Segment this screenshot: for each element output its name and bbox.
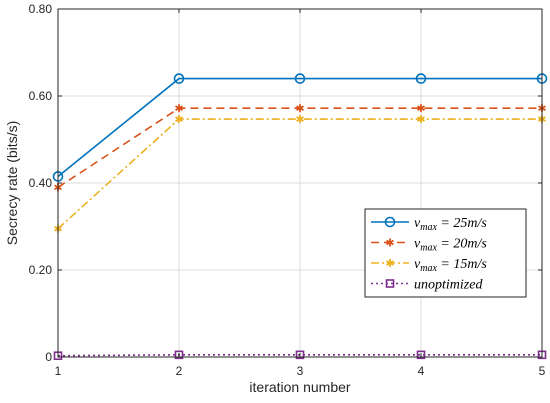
legend: vmax = 25m/s vmax = 20m/s vmax = 15m/s unop…: [364, 208, 527, 298]
data-point: [417, 115, 425, 124]
x-tick-label: 4: [418, 364, 425, 378]
legend-marker: [384, 216, 396, 228]
legend-marker: [386, 259, 394, 267]
x-tick-label: 2: [176, 364, 183, 378]
data-point: [175, 104, 183, 113]
series-layer: [52, 73, 548, 360]
legend-entry-2: vmax = 15m/s: [371, 257, 487, 274]
data-point: [294, 73, 306, 84]
legend-marker: [386, 238, 394, 247]
x-axis-label: iteration number: [249, 379, 351, 395]
legend-entry-0: vmax = 25m/s: [371, 216, 487, 233]
data-point: [173, 73, 185, 84]
data-point: [295, 350, 305, 360]
y-tick-label: 0.20: [29, 263, 53, 277]
data-point: [175, 115, 183, 124]
y-tick-label: 0.40: [29, 176, 53, 190]
data-point: [296, 115, 304, 124]
y-tick-label: 0.80: [29, 2, 53, 16]
x-tick-label: 1: [55, 364, 62, 378]
legend-entry-1: vmax = 20m/s: [371, 237, 487, 254]
asterisk-stroke: [296, 116, 304, 122]
data-point: [417, 104, 425, 113]
x-tick-label: 5: [539, 364, 546, 378]
legend-label: unoptimized: [414, 278, 483, 293]
asterisk-stroke: [417, 116, 425, 122]
axis-ticks: 1 2 3 4 5 0 0.20 0.40 0.60 0.80: [29, 2, 546, 378]
asterisk-stroke: [417, 105, 425, 111]
series-line: [57, 354, 542, 357]
legend-label: vmax = 15m/s: [414, 257, 487, 274]
data-point: [296, 104, 304, 113]
asterisk-stroke: [386, 239, 394, 246]
y-tick-label: 0: [45, 350, 52, 364]
data-point: [415, 73, 427, 84]
asterisk-stroke: [175, 116, 183, 122]
asterisk-stroke: [386, 260, 394, 266]
data-point: [174, 350, 184, 360]
legend-label: vmax = 25m/s: [414, 216, 487, 233]
data-point: [416, 350, 426, 360]
y-tick-label: 0.60: [29, 89, 53, 103]
series-line: [57, 77, 542, 178]
legend-box: [364, 208, 527, 298]
legend-entry-3: unoptimized: [371, 278, 483, 293]
y-axis-label: Secrecy rate (bits/s): [4, 121, 20, 245]
grid-lines: [57, 8, 543, 358]
x-tick-label: 3: [297, 364, 304, 378]
asterisk-stroke: [175, 105, 183, 111]
legend-marker: [385, 279, 395, 288]
asterisk-stroke: [296, 105, 304, 111]
legend-label: vmax = 20m/s: [414, 237, 487, 254]
